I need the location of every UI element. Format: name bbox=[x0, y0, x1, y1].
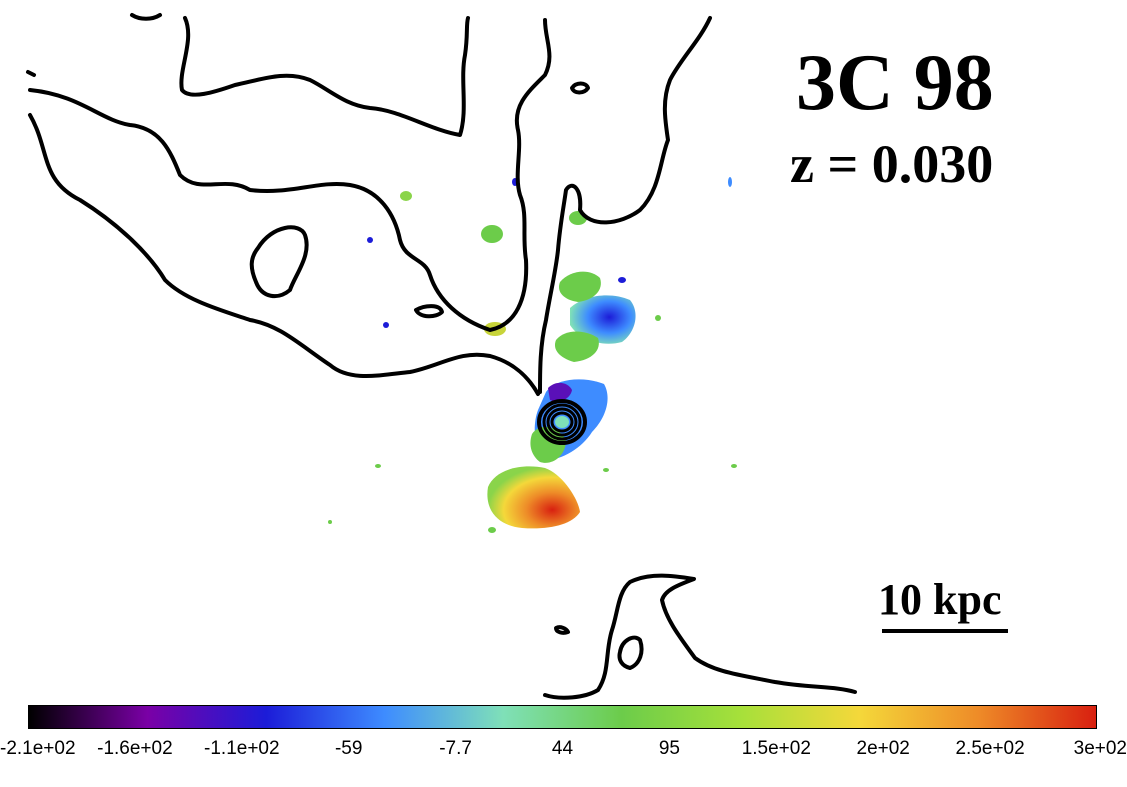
nucleus-purple-region bbox=[548, 382, 572, 402]
speck-7 bbox=[618, 277, 626, 283]
top-green-knot bbox=[558, 271, 601, 302]
source-name-label: 3C 98 bbox=[796, 39, 994, 127]
small-green-knot-north bbox=[481, 225, 503, 243]
speck-11 bbox=[731, 464, 737, 468]
contour-western-lobe bbox=[28, 18, 552, 332]
core-center bbox=[555, 416, 569, 428]
contour-northwest-lobe bbox=[179, 16, 470, 137]
contour-top-fragment bbox=[130, 13, 162, 21]
contour-western-outer bbox=[28, 113, 540, 396]
contour-jet bbox=[538, 16, 712, 394]
contour-tiny-loop bbox=[570, 81, 590, 95]
colorbar-tick-label: 95 bbox=[658, 738, 680, 759]
colorbar-tick-label: 2e+02 bbox=[856, 738, 910, 759]
core-contour-2 bbox=[542, 403, 582, 441]
speck-10 bbox=[328, 520, 332, 524]
contour-small-loop bbox=[414, 304, 444, 319]
nucleus-green-region bbox=[530, 426, 566, 463]
colorbar-tick-label: 44 bbox=[551, 738, 574, 759]
speck-4 bbox=[728, 177, 732, 187]
core-contour-4 bbox=[550, 411, 574, 433]
contour-southern-lobe bbox=[543, 573, 857, 700]
scale-bar-line bbox=[882, 629, 1008, 633]
colorbar-tick-label: 2.5e+02 bbox=[955, 738, 1025, 759]
colorbar-tick-label: 3e+02 bbox=[1073, 738, 1127, 759]
speck-2 bbox=[367, 237, 373, 243]
speck-9 bbox=[375, 464, 381, 468]
colorbar-tick-label: -59 bbox=[334, 738, 363, 759]
core-contours bbox=[537, 399, 587, 445]
core-contour-3 bbox=[546, 407, 578, 437]
velocity-emission-patches bbox=[328, 177, 737, 533]
speck-6 bbox=[603, 468, 609, 472]
speck-5 bbox=[655, 315, 661, 321]
colorbar-tick-label: -2.1e+02 bbox=[0, 738, 76, 759]
scale-bar-label: 10 kpc bbox=[878, 575, 1002, 624]
southern-redshifted-cloud bbox=[487, 466, 580, 529]
speck-3 bbox=[383, 322, 389, 328]
colorbar bbox=[28, 705, 1097, 729]
core-contour-1 bbox=[537, 399, 587, 445]
upper-knot-green bbox=[554, 331, 599, 362]
speck-8 bbox=[488, 527, 496, 533]
radio-contours bbox=[26, 13, 857, 700]
contour-southern-island bbox=[617, 635, 644, 670]
contour-edge-fragment bbox=[26, 70, 36, 77]
colorbar-tick-label: -1.6e+02 bbox=[97, 738, 173, 759]
contour-island-west bbox=[249, 225, 309, 299]
colorbar-tick-label: 1.5e+02 bbox=[741, 738, 811, 759]
redshift-label: z = 0.030 bbox=[790, 134, 994, 194]
colorbar-tick-label: -7.7 bbox=[439, 738, 472, 759]
contour-southern-speck bbox=[554, 625, 570, 635]
upper-knot-blue bbox=[570, 295, 636, 344]
small-green-knot-left bbox=[400, 191, 412, 201]
colorbar-tick-label: -1.1e+02 bbox=[204, 738, 280, 759]
